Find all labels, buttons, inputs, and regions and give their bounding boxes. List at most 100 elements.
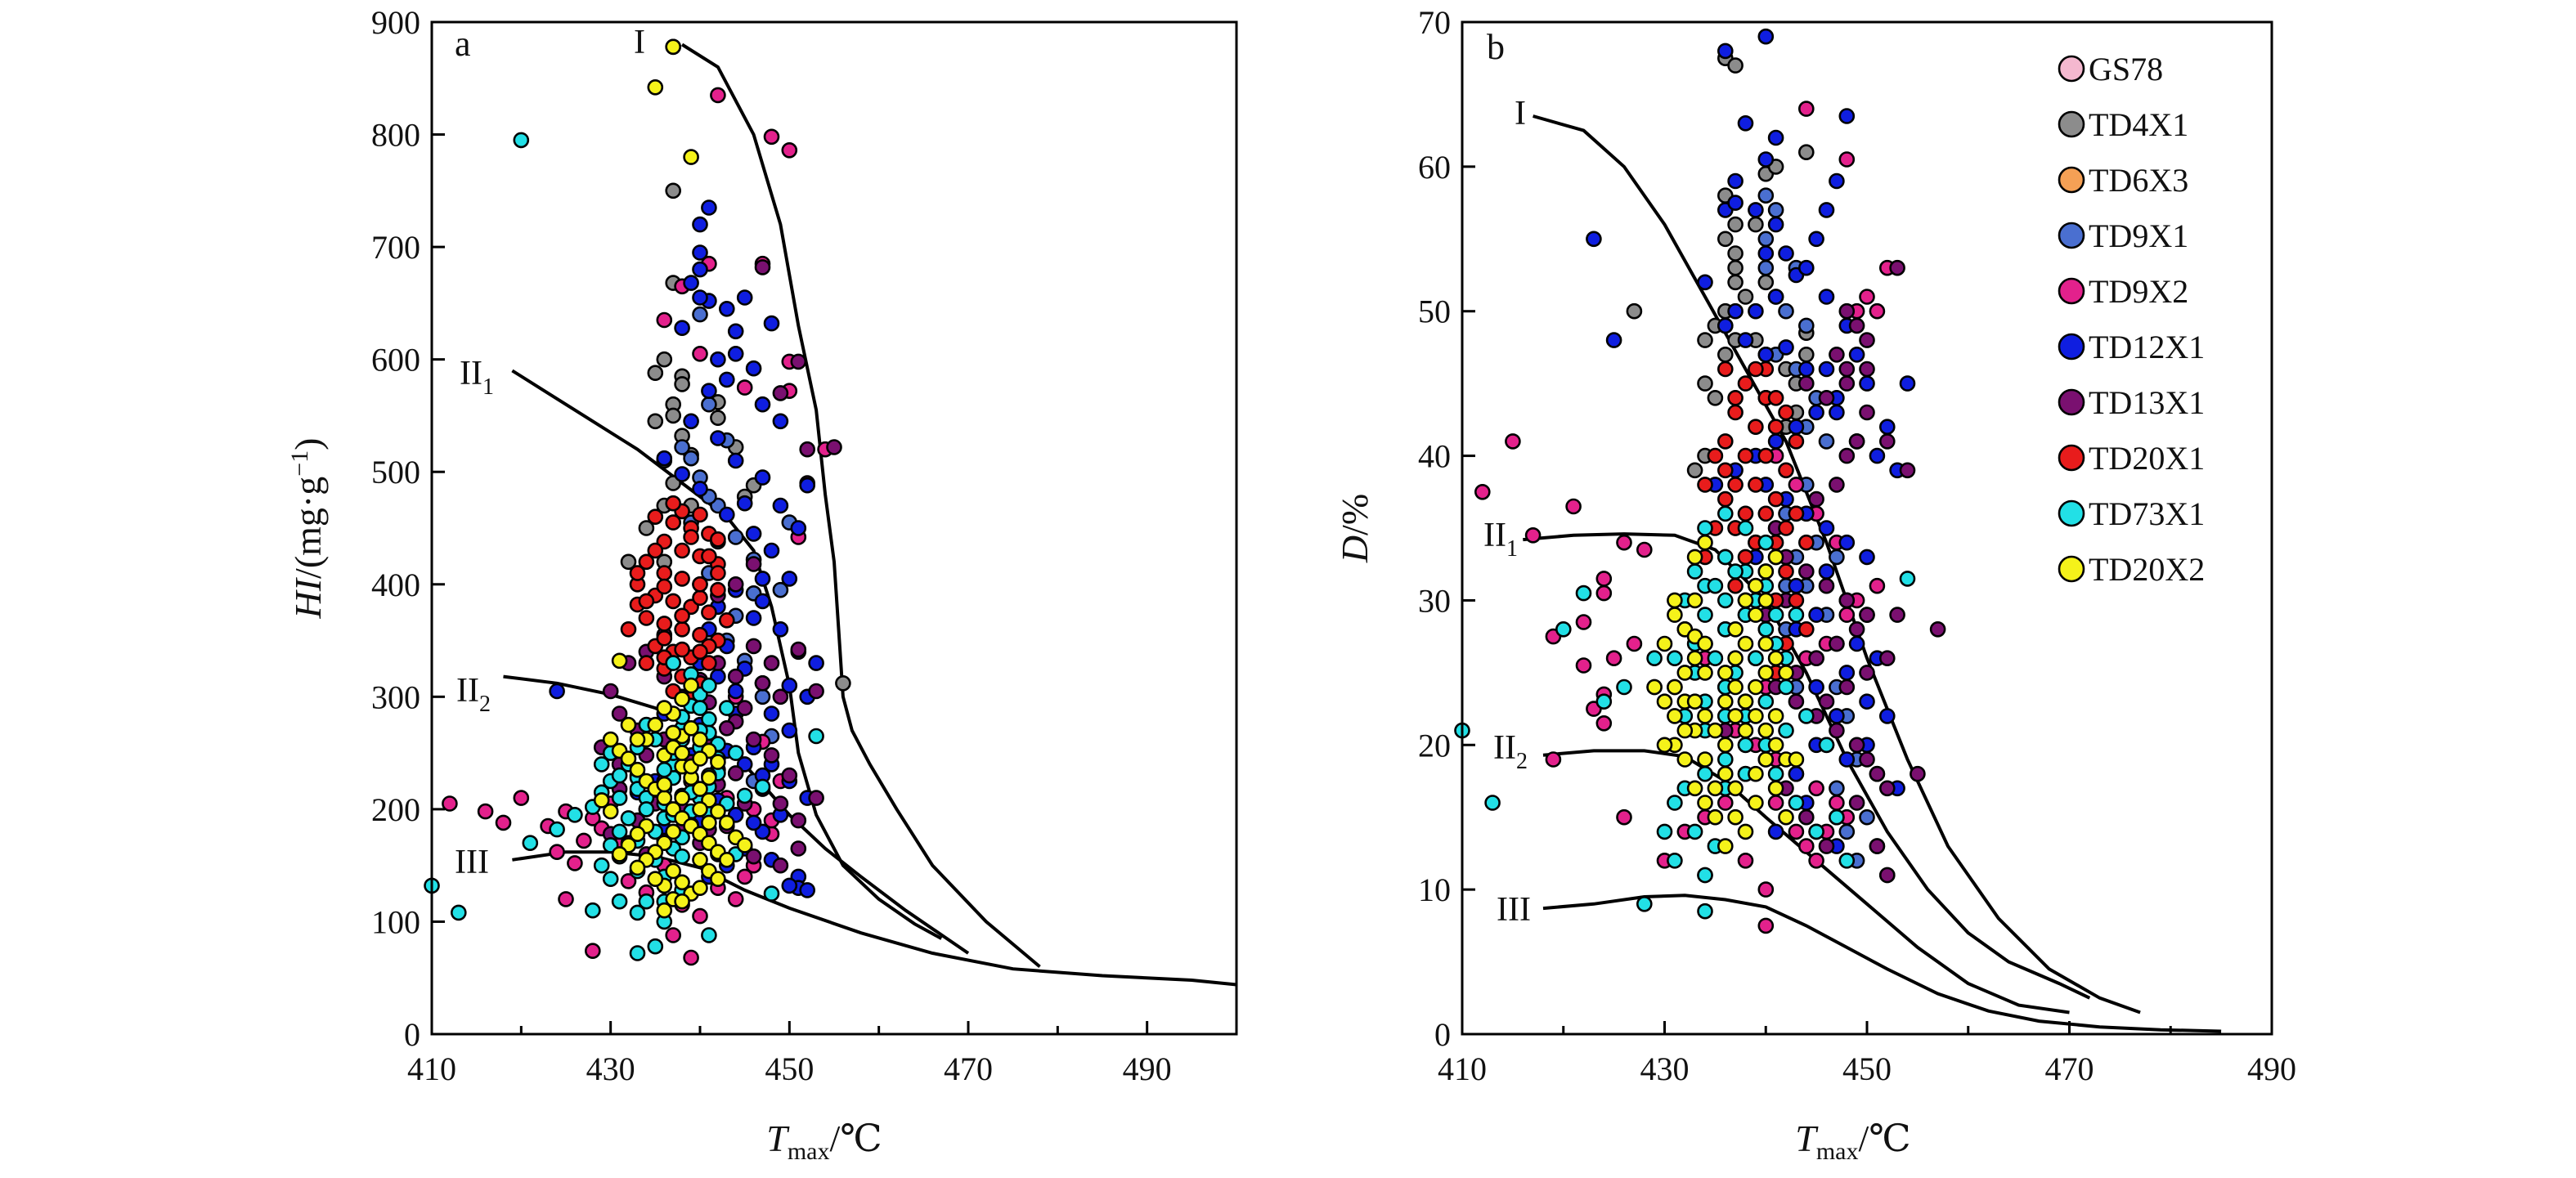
point-td12x1 [701, 199, 717, 216]
point-td13x1 [1788, 693, 1805, 710]
point-td12x1 [754, 593, 771, 610]
legend-item-td20x1: TD20X1 [2058, 440, 2205, 477]
point-td20x2 [1667, 592, 1683, 609]
point-td20x2 [1707, 808, 1724, 826]
point-td20x1 [638, 610, 655, 626]
point-td73x1 [584, 902, 601, 919]
point-td73x1 [513, 132, 530, 149]
point-td20x2 [1717, 765, 1734, 782]
legend-swatch [2058, 166, 2085, 194]
point-td12x1 [808, 655, 824, 671]
point-td9x2 [1595, 714, 1613, 732]
legend-label: TD20X1 [2089, 440, 2205, 477]
point-td20x1 [1788, 505, 1805, 522]
point-td20x2 [656, 902, 673, 919]
point-td73x1 [1667, 650, 1683, 667]
point-td73x1 [692, 700, 708, 716]
point-td9x2 [710, 87, 726, 104]
point-td20x2 [629, 826, 646, 843]
point-td4x1 [1798, 144, 1815, 160]
point-td20x2 [736, 837, 753, 853]
point-td20x1 [1717, 433, 1734, 450]
point-td20x2 [665, 724, 682, 741]
point-td12x1 [1859, 375, 1875, 392]
point-td20x2 [1717, 838, 1734, 854]
point-td13x1 [799, 441, 816, 458]
legend-label: TD20X2 [2089, 551, 2205, 588]
point-td20x1 [674, 571, 690, 587]
point-td4x1 [1798, 346, 1815, 363]
point-td12x1 [1798, 361, 1815, 378]
point-td9x1 [754, 688, 771, 705]
point-td9x2 [567, 855, 583, 871]
point-td73x1 [1767, 607, 1784, 623]
point-td9x1 [1859, 808, 1875, 826]
point-td4x1 [647, 413, 664, 430]
point-td12x1 [1808, 607, 1824, 623]
point-td20x2 [629, 761, 646, 778]
point-td12x1 [772, 620, 789, 638]
point-td73x1 [593, 857, 610, 874]
point-td12x1 [763, 705, 780, 722]
point-td9x2 [477, 803, 494, 820]
point-td20x2 [710, 803, 726, 820]
point-td20x1 [638, 553, 655, 571]
point-td20x2 [674, 893, 690, 910]
point-td13x1 [1869, 765, 1886, 782]
curve-ii1 [1523, 532, 2091, 1000]
point-td20x1 [1748, 419, 1764, 436]
point-td12x1 [1778, 245, 1794, 262]
point-td20x2 [1697, 534, 1713, 551]
point-td9x2 [549, 844, 565, 860]
point-td20x2 [1667, 708, 1683, 724]
point-td20x2 [656, 776, 673, 793]
point-td4x1 [1697, 332, 1713, 348]
point-td20x2 [1748, 679, 1764, 696]
point-td9x1 [692, 306, 708, 323]
point-td12x1 [1829, 172, 1845, 190]
point-td73x1 [1484, 795, 1501, 811]
point-td13x1 [790, 840, 807, 857]
point-td12x1 [701, 383, 717, 400]
point-td20x1 [638, 593, 655, 610]
y-tick-label: 70 [1418, 4, 1451, 41]
point-td13x1 [736, 700, 753, 716]
x-tick-label: 470 [944, 1050, 993, 1087]
x-tick-label: 470 [2045, 1050, 2094, 1087]
point-td20x1 [1788, 433, 1805, 450]
point-td13x1 [1798, 808, 1815, 826]
point-td13x1 [772, 795, 789, 812]
point-td20x2 [1778, 665, 1794, 681]
x-tick-label: 410 [407, 1050, 456, 1087]
point-td12x1 [1737, 115, 1754, 132]
point-td20x2 [1717, 693, 1734, 710]
point-td20x1 [1737, 505, 1754, 522]
point-td20x1 [665, 495, 682, 512]
point-td20x2 [1707, 780, 1724, 797]
point-td12x1 [692, 244, 708, 261]
point-td13x1 [1838, 679, 1856, 696]
point-td20x2 [718, 814, 735, 831]
point-td20x1 [683, 529, 699, 545]
point-td12x1 [718, 371, 735, 388]
point-td9x2 [736, 868, 753, 885]
point-td20x1 [1707, 447, 1724, 464]
point-td4x1 [1757, 274, 1775, 291]
point-td13x1 [1859, 332, 1875, 348]
point-td12x1 [1829, 404, 1845, 421]
point-td9x2 [665, 927, 682, 943]
point-td20x1 [1767, 389, 1784, 406]
point-td12x1 [799, 477, 816, 494]
point-td4x1 [1727, 259, 1744, 276]
point-td20x2 [674, 745, 690, 761]
point-td73x1 [718, 700, 735, 716]
y-tick-label: 40 [1418, 438, 1451, 475]
point-td12x1 [781, 877, 798, 894]
curve-label-main: II [460, 355, 482, 392]
point-td20x2 [1748, 795, 1764, 811]
point-td13x1 [1848, 317, 1865, 334]
point-td12x1 [1818, 563, 1835, 580]
point-td13x1 [790, 641, 807, 658]
point-td4x1 [656, 351, 673, 368]
x-tick-label: 450 [1842, 1050, 1892, 1087]
